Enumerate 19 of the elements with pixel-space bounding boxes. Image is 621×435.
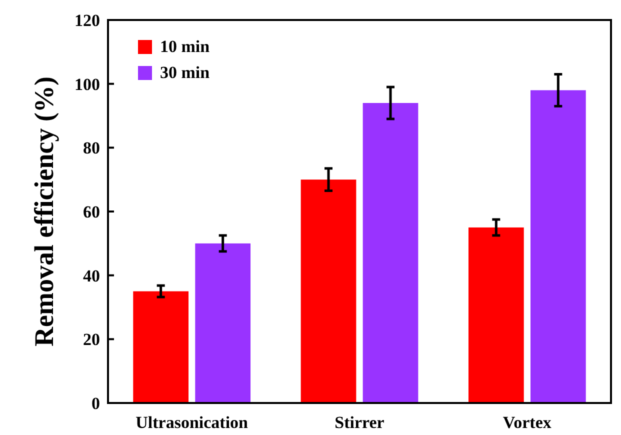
legend-label: 10 min xyxy=(160,37,210,56)
y-tick-label: 20 xyxy=(83,330,100,350)
x-tick-label: Stirrer xyxy=(334,413,385,432)
y-tick-label: 60 xyxy=(83,202,100,222)
legend-label: 30 min xyxy=(160,63,210,82)
y-tick-label: 40 xyxy=(83,266,100,286)
y-tick-label: 80 xyxy=(83,138,100,158)
y-tick-label: 120 xyxy=(74,10,100,30)
y-tick-label: 100 xyxy=(74,74,100,94)
y-axis-title: Removal efficiency (%) xyxy=(29,76,59,346)
bar xyxy=(300,180,356,403)
bar xyxy=(362,102,418,403)
bar xyxy=(530,90,586,403)
x-tick-label: Vortex xyxy=(502,413,552,432)
y-tick-label: 0 xyxy=(92,394,100,413)
bar xyxy=(195,243,251,403)
x-tick-label: Ultrasonication xyxy=(136,413,249,432)
bar xyxy=(468,227,524,403)
bar xyxy=(133,291,189,403)
